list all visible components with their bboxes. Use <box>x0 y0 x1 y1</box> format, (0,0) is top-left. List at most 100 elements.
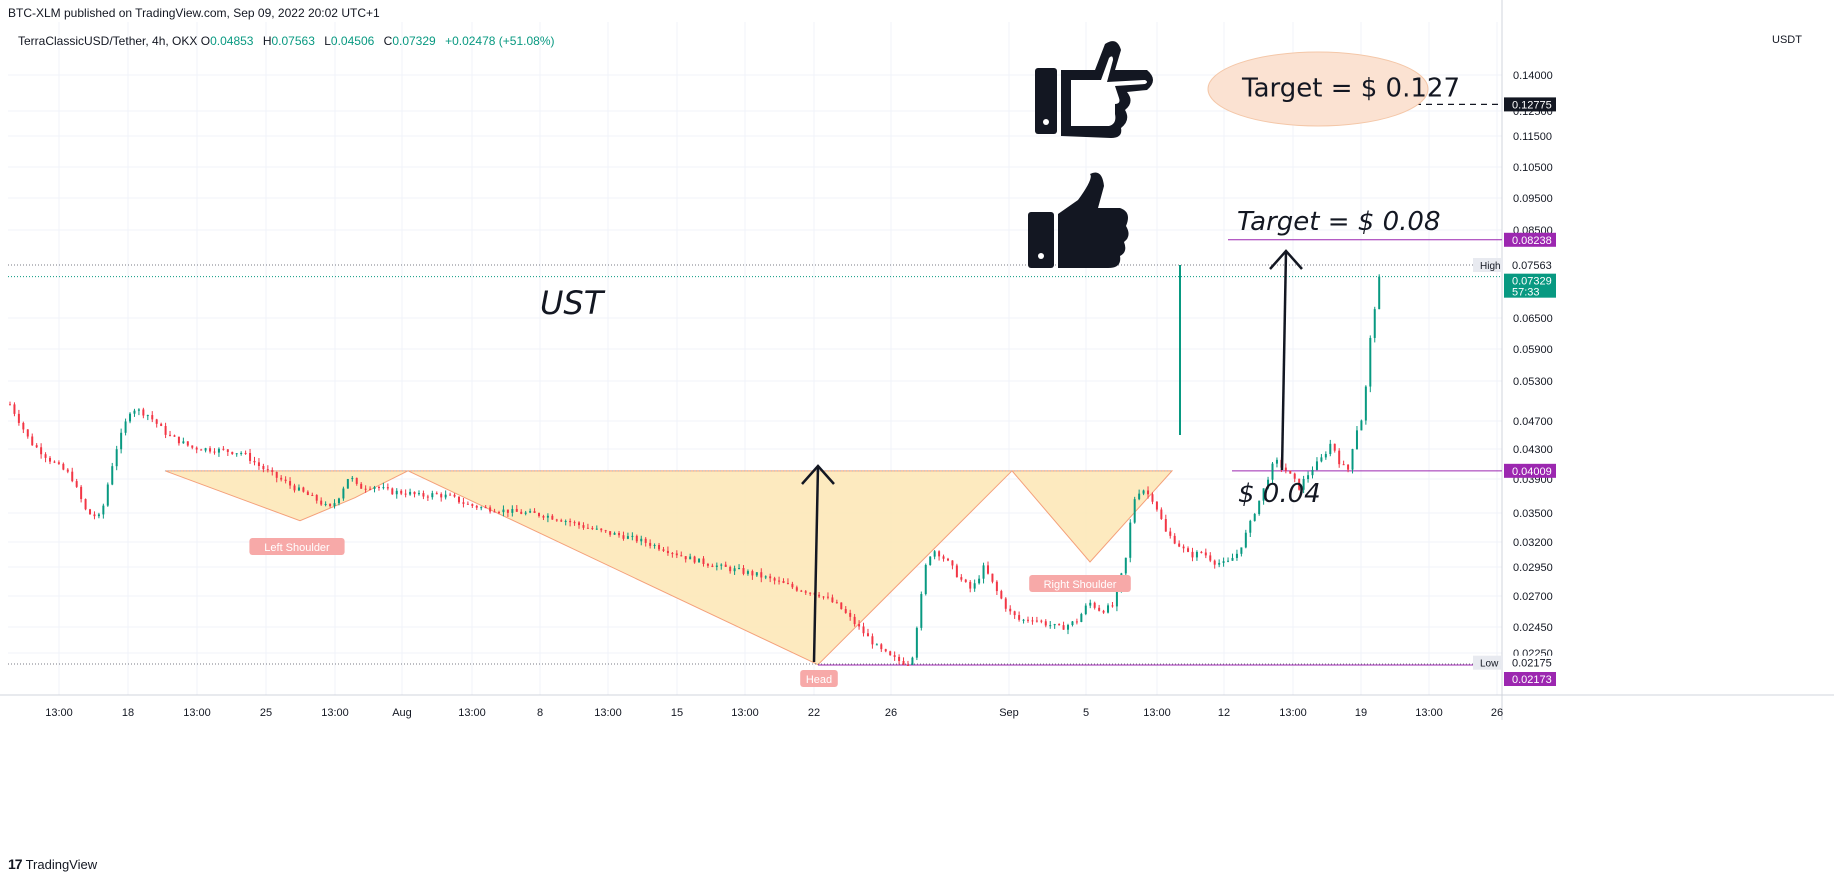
candle-body <box>311 495 314 497</box>
candle-body <box>791 583 794 588</box>
candle-body <box>920 594 923 628</box>
time-tick-label: 13:00 <box>594 707 622 719</box>
candle-body <box>746 571 749 574</box>
candle-body <box>297 487 300 491</box>
candle-body <box>1244 532 1247 548</box>
time-tick-label: 26 <box>885 707 897 719</box>
change-value: +0.02478 (+51.08%) <box>445 34 555 48</box>
candle-body <box>431 493 434 498</box>
candle-body <box>169 434 172 436</box>
candle-body <box>31 436 34 446</box>
pattern-fill <box>164 470 1174 666</box>
candle-body <box>591 527 594 529</box>
candle-body <box>906 664 909 666</box>
price-tick-label: 0.05900 <box>1513 344 1553 356</box>
candle-body <box>289 481 292 486</box>
price-tick-label: 0.06500 <box>1513 313 1553 325</box>
candle-body <box>333 503 336 507</box>
candle-body <box>555 519 558 521</box>
candles <box>9 265 1381 666</box>
candle-body <box>1164 518 1167 532</box>
candle-body <box>1187 548 1190 552</box>
candle-body <box>1004 598 1007 609</box>
candle-body <box>1200 551 1203 553</box>
candle-body <box>164 425 167 435</box>
pointing-hand-icon <box>1035 41 1153 138</box>
candle-body <box>884 649 887 652</box>
candle-body <box>275 471 278 478</box>
price-tick-label: 0.04700 <box>1513 416 1553 428</box>
time-tick-label: 22 <box>808 707 820 719</box>
candle-body <box>195 447 198 450</box>
candle-body <box>115 449 118 467</box>
candle-body <box>186 441 189 446</box>
tradingview-logo-icon: 17 <box>8 856 23 872</box>
candle-body <box>124 421 127 433</box>
price-tick-label: 0.11500 <box>1513 131 1552 143</box>
candle-body <box>1271 463 1274 480</box>
candle-body <box>262 465 265 470</box>
candle-body <box>1031 620 1034 622</box>
candle-body <box>551 515 554 520</box>
price-tick-label: 0.14000 <box>1513 70 1553 82</box>
candle-body <box>831 597 834 603</box>
candle-body <box>97 514 100 517</box>
candle-body <box>382 487 385 489</box>
candle-body <box>177 436 180 444</box>
candle-body <box>546 515 549 518</box>
candle-body <box>880 644 883 650</box>
candle-body <box>786 582 789 584</box>
candle-body <box>866 633 869 637</box>
candle-body <box>929 556 932 565</box>
candle-body <box>986 565 989 574</box>
candle-body <box>1151 494 1154 502</box>
candle-body <box>964 579 967 582</box>
candle-body <box>360 483 363 489</box>
candle-body <box>1084 605 1087 615</box>
hand-inner <box>1071 56 1147 126</box>
head-label: Head <box>806 674 832 686</box>
price-axis[interactable]: 0.140000.125000.115000.105000.095000.085… <box>1513 70 1553 660</box>
left-shoulder-label: Left Shoulder <box>264 542 330 554</box>
price-label-bg <box>1504 655 1556 670</box>
candle-body <box>560 520 563 522</box>
candle-body <box>1364 386 1367 421</box>
candle-body <box>120 432 123 450</box>
candle-body <box>529 511 532 513</box>
candle-body <box>1320 457 1323 462</box>
price-label-bg <box>1504 463 1556 478</box>
candle-body <box>440 494 443 498</box>
candle-body <box>609 531 612 535</box>
price-label-bg <box>1504 258 1556 272</box>
candle-body <box>524 512 527 514</box>
candle-body <box>1124 557 1127 574</box>
candle-body <box>271 470 274 472</box>
footer-brand[interactable]: 17 TradingView <box>8 856 97 872</box>
candle-body <box>778 580 781 582</box>
candle-body <box>200 449 203 451</box>
candle-body <box>84 499 87 510</box>
symbol-name: TerraClassicUSD/Tether, 4h, OKX <box>18 34 198 48</box>
candle-body <box>395 490 398 495</box>
candle-body <box>600 528 603 531</box>
candle-body <box>413 491 416 495</box>
candle-body <box>680 555 683 557</box>
candle-body <box>471 504 474 506</box>
ust-title: UST <box>540 284 606 322</box>
open-value: 0.04853 <box>210 34 254 48</box>
candle-body <box>497 512 500 514</box>
time-axis[interactable]: 13:00 18 13:00 25 13:00 Aug 13:00 8 13:00 15 13:00… <box>45 707 1503 719</box>
candle-body <box>1315 461 1318 470</box>
right-shoulder-label: Right Shoulder <box>1044 579 1117 591</box>
candle-body <box>222 448 225 450</box>
candle-body <box>17 413 20 423</box>
candle-body <box>773 578 776 581</box>
candle-body <box>493 511 496 513</box>
price-label-bg <box>1504 232 1556 247</box>
candle-body <box>426 496 429 498</box>
candle-body <box>213 451 216 453</box>
time-tick-label: 15 <box>671 707 683 719</box>
candle-body <box>631 535 634 537</box>
candle-body <box>671 553 674 555</box>
